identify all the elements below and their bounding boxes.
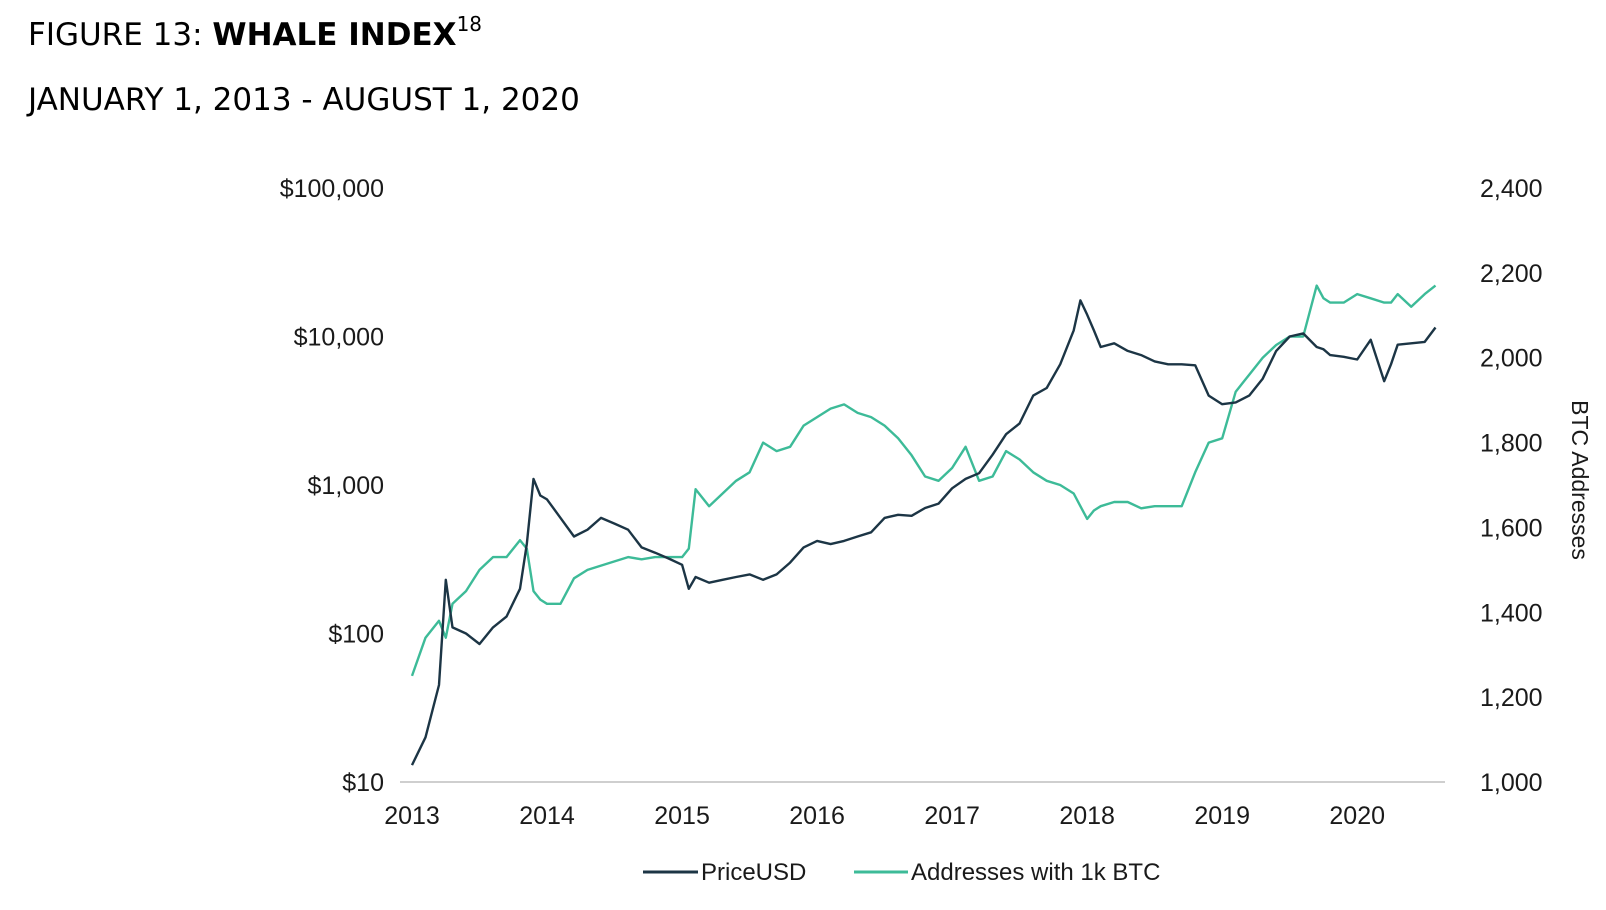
right-tick-label: 2,200 bbox=[1480, 260, 1543, 288]
left-tick-label: $10,000 bbox=[294, 324, 384, 352]
right-tick-label: 2,400 bbox=[1480, 175, 1543, 203]
right-axis-title: BTC Addresses bbox=[1567, 400, 1593, 560]
x-tick-label: 2018 bbox=[1059, 802, 1115, 830]
x-tick-label: 2019 bbox=[1194, 802, 1250, 830]
x-tick-label: 2014 bbox=[519, 802, 575, 830]
figure-subtitle: JANUARY 1, 2013 - AUGUST 1, 2020 bbox=[28, 82, 580, 118]
left-tick-label: $100,000 bbox=[280, 175, 384, 203]
right-tick-label: 1,000 bbox=[1480, 769, 1543, 797]
right-tick-label: 1,400 bbox=[1480, 599, 1543, 627]
right-tick-label: 1,800 bbox=[1480, 430, 1543, 458]
left-tick-label: $1,000 bbox=[308, 472, 384, 500]
left-tick-label: $10 bbox=[342, 769, 384, 797]
left-tick-label: $100 bbox=[328, 621, 384, 649]
x-axis-ticks: 2013 2014 2015 2016 2017 2018 2019 2020 bbox=[384, 802, 1385, 830]
figure-title: FIGURE 13: WHALE INDEX18 bbox=[28, 12, 482, 53]
right-tick-label: 1,200 bbox=[1480, 684, 1543, 712]
right-axis-ticks: 1,000 1,200 1,400 1,600 1,800 2,000 2,200 2,400 bbox=[1480, 175, 1543, 797]
left-axis-ticks: $10 $100 $1,000 $10,000 $100,000 bbox=[280, 175, 384, 797]
x-tick-label: 2016 bbox=[789, 802, 845, 830]
figure-footnote: 18 bbox=[456, 12, 483, 36]
figure-label: FIGURE 13: bbox=[28, 17, 213, 53]
figure-title-bold: WHALE INDEX bbox=[212, 17, 457, 53]
x-tick-label: 2020 bbox=[1329, 802, 1385, 830]
right-tick-label: 2,000 bbox=[1480, 345, 1543, 373]
x-tick-label: 2017 bbox=[924, 802, 980, 830]
price-series-line bbox=[410, 299, 1437, 766]
legend-label-addresses: Addresses with 1k BTC bbox=[911, 859, 1160, 886]
x-tick-label: 2015 bbox=[654, 802, 710, 830]
legend: PriceUSD Addresses with 1k BTC bbox=[643, 859, 1160, 886]
x-tick-label: 2013 bbox=[384, 802, 440, 830]
addresses-series-line bbox=[410, 284, 1437, 677]
right-tick-label: 1,600 bbox=[1480, 514, 1543, 542]
legend-label-price: PriceUSD bbox=[701, 859, 806, 886]
